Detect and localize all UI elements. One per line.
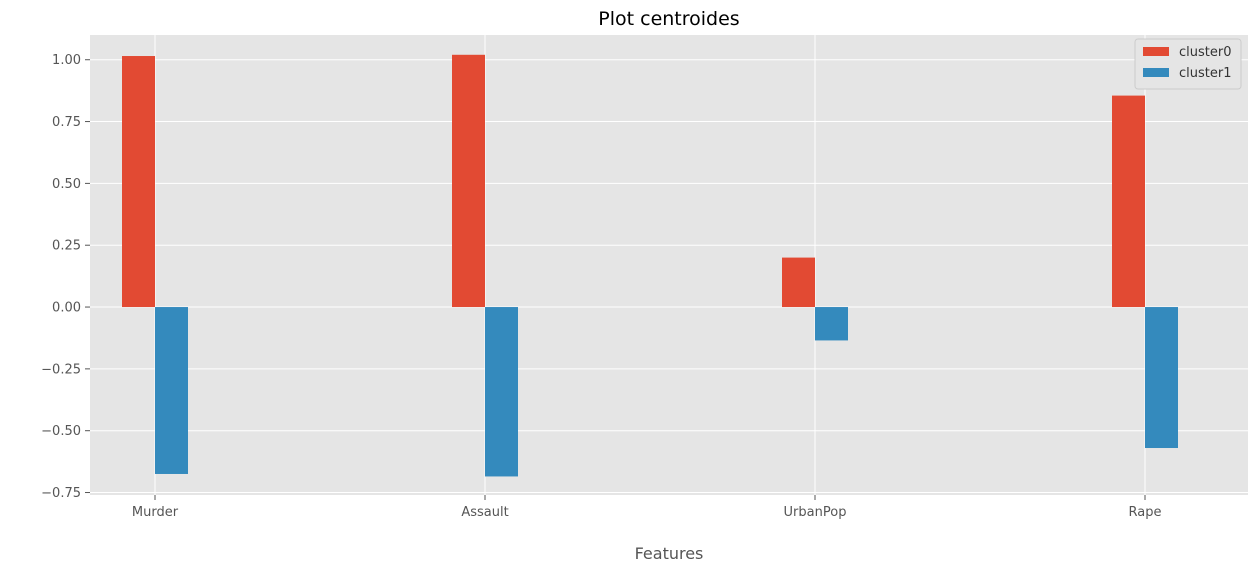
y-tick-label: 1.00 bbox=[52, 53, 81, 68]
y-axis-ticks: −0.75 −0.50 −0.25 0.00 0.25 0.50 0.75 1.00 bbox=[41, 53, 90, 501]
bar-cluster1-urbanpop bbox=[815, 307, 848, 341]
bar-cluster1-murder bbox=[155, 307, 188, 474]
x-tick-label-assault: Assault bbox=[461, 505, 508, 520]
bar-cluster1-assault bbox=[485, 307, 518, 477]
legend-label-cluster1: cluster1 bbox=[1179, 66, 1231, 81]
y-tick-label: 0.25 bbox=[52, 239, 81, 254]
legend-swatch-cluster1 bbox=[1143, 68, 1169, 77]
plot-area bbox=[90, 35, 1248, 495]
y-tick-label: 0.75 bbox=[52, 115, 81, 130]
y-tick-label: −0.25 bbox=[41, 362, 81, 377]
bar-cluster0-murder bbox=[122, 56, 155, 308]
legend-swatch-cluster0 bbox=[1143, 47, 1169, 56]
y-tick-label: 0.50 bbox=[52, 177, 81, 192]
chart-title: Plot centroides bbox=[598, 8, 739, 30]
y-tick-label: −0.75 bbox=[41, 486, 81, 501]
y-tick-label: −0.50 bbox=[41, 424, 81, 439]
bar-cluster0-rape bbox=[1112, 95, 1145, 308]
x-tick-label-rape: Rape bbox=[1129, 505, 1162, 520]
bar-cluster0-assault bbox=[452, 54, 485, 308]
x-tick-label-murder: Murder bbox=[132, 505, 179, 520]
y-tick-label: 0.00 bbox=[52, 301, 81, 316]
bar-cluster0-urbanpop bbox=[782, 257, 815, 308]
bars-group bbox=[122, 54, 1178, 477]
bar-cluster1-rape bbox=[1145, 307, 1178, 449]
x-axis-ticks: Murder Assault UrbanPop Rape bbox=[132, 495, 1162, 520]
legend: cluster0 cluster1 bbox=[1134, 38, 1242, 90]
x-tick-label-urbanpop: UrbanPop bbox=[784, 505, 847, 520]
x-axis-label: Features bbox=[635, 544, 704, 563]
legend-label-cluster0: cluster0 bbox=[1179, 45, 1231, 60]
